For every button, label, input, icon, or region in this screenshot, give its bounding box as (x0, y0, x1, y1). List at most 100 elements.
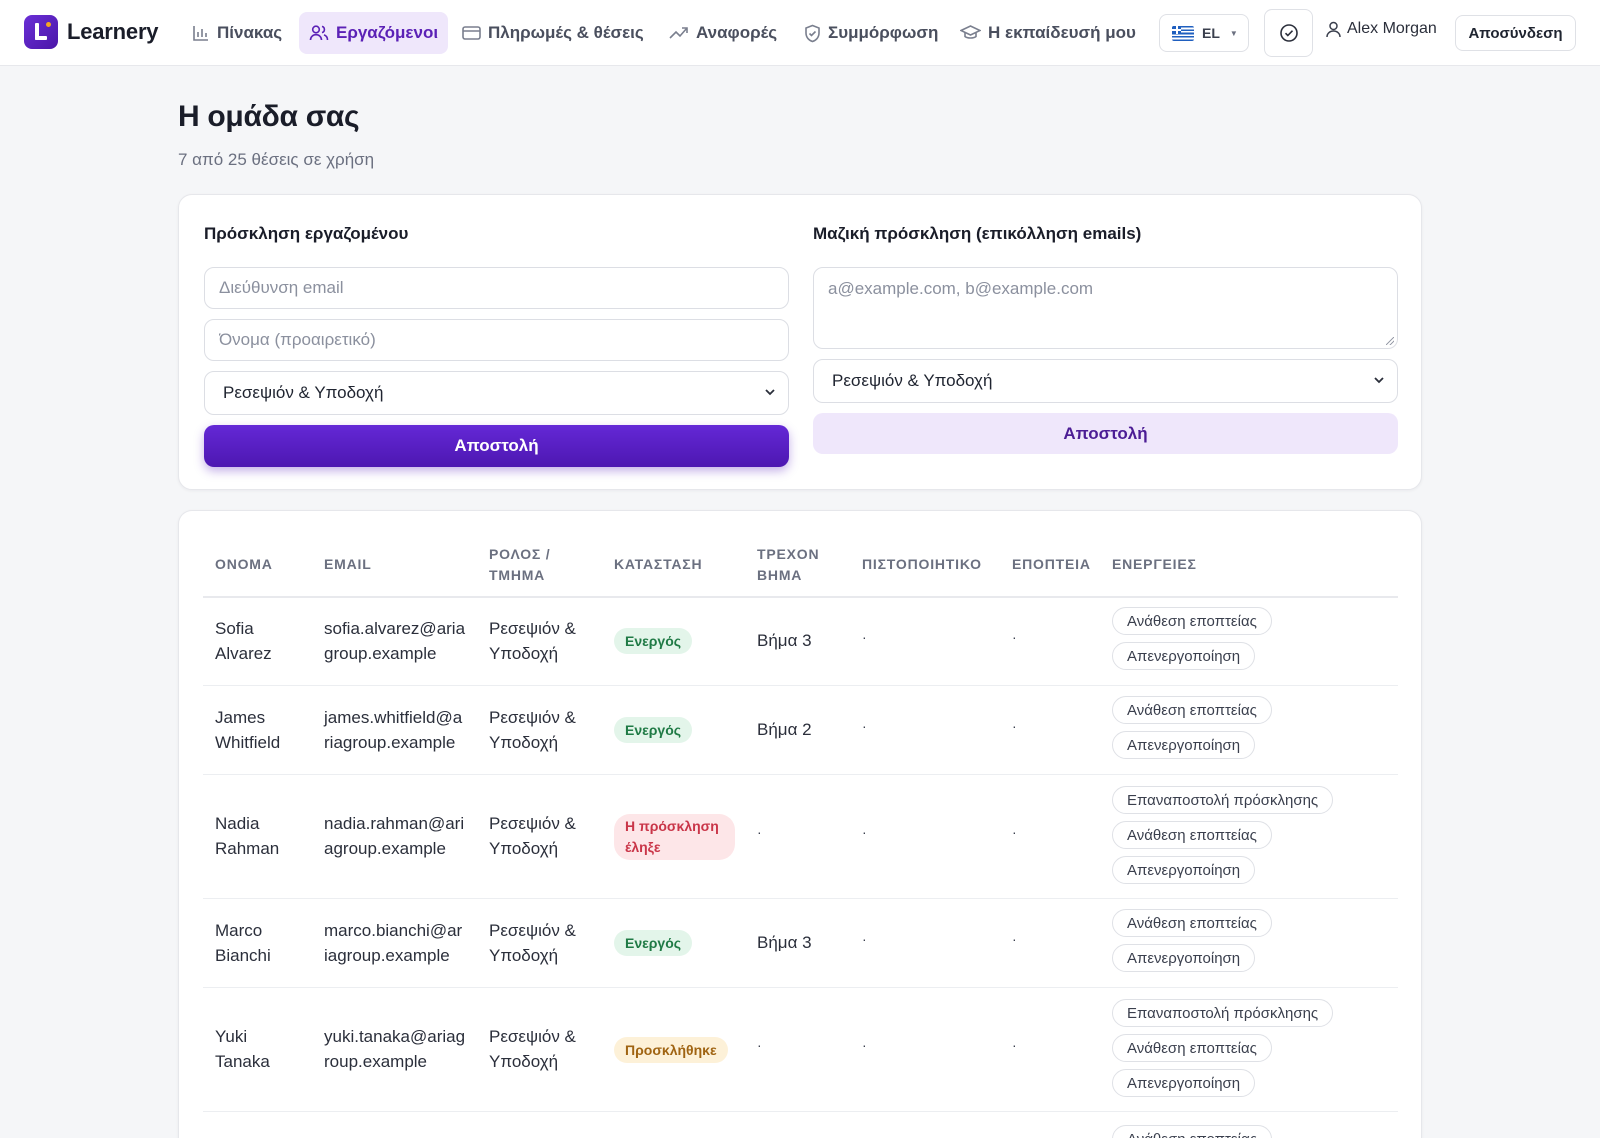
greek-flag-icon (1172, 25, 1194, 41)
nav-item-compliance[interactable]: Συμμόρφωση (794, 12, 948, 54)
current-step: Βήμα 3 (757, 933, 812, 952)
employee-email: nadia.rahman@ari agroup.example (324, 814, 465, 858)
nav-item-label: Πίνακας (217, 23, 283, 42)
status-badge: Ενεργός (614, 930, 693, 956)
supervision-value: · (1012, 629, 1017, 645)
nav-item-label: Εργαζόμενοι (336, 23, 439, 42)
deactivate-button[interactable]: Απενεργοποίηση (1112, 856, 1256, 884)
department-select-value: Ρεσεψιόν & Υποδοχή (223, 383, 384, 402)
supervision-value: · (1012, 718, 1017, 734)
assign-supervision-button[interactable]: Ανάθεση εποπτείας (1112, 1125, 1272, 1138)
logout-button[interactable]: Αποσύνδεση (1455, 15, 1576, 51)
nav-item-my-training[interactable]: Η εκπαίδευσή μου (950, 12, 1146, 54)
page-title: Η ομάδα σας (178, 100, 360, 133)
bulk-emails-wrapper (813, 267, 1398, 349)
row-divider (203, 1111, 1398, 1112)
column-header-certificate[interactable]: ΠΙΣΤΟΠΟΙΗΤΙΚΟ (862, 556, 982, 572)
column-header-step-line: ΤΡΕΧΟΝ (757, 546, 820, 562)
nav-item-employees[interactable]: Εργαζόμενοι (299, 12, 449, 54)
current-step: · (757, 1037, 762, 1053)
email-field[interactable] (204, 267, 789, 309)
seats-usage-text: 7 από 25 θέσεις σε χρήση (178, 150, 375, 169)
bulk-emails-field[interactable] (813, 267, 1398, 349)
row-divider (203, 774, 1398, 775)
credit-card-icon (462, 26, 481, 40)
language-code: EL (1202, 25, 1220, 41)
employee-name: Yuki Tanaka (215, 1027, 270, 1071)
employee-email: marco.bianchi@ar iagroup.example (324, 921, 463, 965)
chevron-down-icon (1374, 377, 1384, 384)
department-select[interactable]: Ρεσεψιόν & Υποδοχή (204, 371, 789, 415)
certificate-value: · (862, 718, 867, 734)
nav-item-payments[interactable]: Πληρωμές & θέσεις (452, 12, 654, 54)
deactivate-button[interactable]: Απενεργοποίηση (1112, 642, 1256, 670)
column-header-name[interactable]: ΟΝΟΜΑ (215, 556, 273, 572)
assign-supervision-button[interactable]: Ανάθεση εποπτείας (1112, 1034, 1272, 1062)
nav-item-label: Η εκπαίδευσή μου (988, 23, 1136, 42)
column-header-actions: ΕΝΕΡΓΕΙΕΣ (1112, 556, 1197, 572)
department-select-value: Ρεσεψιόν & Υποδοχή (832, 371, 993, 390)
brand-name: Learnery (67, 19, 159, 44)
column-header-role-line: ΡΟΛΟΣ / (489, 546, 551, 562)
assign-supervision-button[interactable]: Ανάθεση εποπτείας (1112, 696, 1272, 724)
column-header-supervision[interactable]: ΕΠΟΠΤΕΙΑ (1012, 556, 1091, 572)
nav-item-dashboard[interactable]: Πίνακας (182, 12, 292, 54)
users-icon (309, 25, 329, 41)
current-step: Βήμα 2 (757, 720, 812, 739)
bulk-department-select[interactable]: Ρεσεψιόν & Υποδοχή (813, 359, 1398, 403)
brand[interactable]: Learnery (24, 15, 159, 49)
supervision-value: · (1012, 824, 1017, 840)
user-name: Alex Morgan (1347, 20, 1437, 37)
employee-name: James Whitfield (215, 708, 281, 752)
column-header-status[interactable]: ΚΑΤΑΣΤΑΣΗ (614, 556, 703, 572)
nav-item-label: Συμμόρφωση (828, 23, 939, 42)
certificate-value: · (862, 824, 867, 840)
column-header-role[interactable]: ΡΟΛΟΣ / ΤΜΗΜΑ (489, 544, 550, 586)
invite-card: Πρόσκληση εργαζομένου Ρεσεψιόν & Υποδοχή… (178, 194, 1422, 490)
language-selector[interactable]: EL ▼ (1159, 14, 1249, 52)
tasks-button[interactable] (1264, 9, 1313, 57)
column-header-email[interactable]: EMAIL (324, 556, 372, 572)
row-divider (203, 898, 1398, 899)
nav-item-reports[interactable]: Αναφορές (659, 12, 787, 54)
employee-email: sofia.alvarez@aria group.example (324, 619, 466, 663)
check-circle-icon (1279, 24, 1298, 42)
certificate-value: · (862, 629, 867, 645)
certificate-value: · (862, 931, 867, 947)
deactivate-button[interactable]: Απενεργοποίηση (1112, 944, 1256, 972)
chevron-down-icon (765, 389, 775, 396)
nav-item-label: Αναφορές (696, 23, 778, 42)
caret-down-icon: ▼ (1229, 28, 1238, 38)
deactivate-button[interactable]: Απενεργοποίηση (1112, 1069, 1256, 1097)
column-header-step-line: ΒΗΜΑ (757, 567, 803, 583)
employee-role: Ρεσεψιόν & Υποδοχή (489, 921, 576, 965)
employee-role: Ρεσεψιόν & Υποδοχή (489, 708, 576, 752)
column-header-current-step[interactable]: ΤΡΕΧΟΝ ΒΗΜΑ (757, 544, 819, 586)
single-invite-title: Πρόσκληση εργαζομένου (204, 224, 409, 243)
assign-supervision-button[interactable]: Ανάθεση εποπτείας (1112, 909, 1272, 937)
nav-item-label: Πληρωμές & θέσεις (488, 23, 644, 42)
resend-invite-button[interactable]: Επαναποστολή πρόσκλησης (1112, 999, 1334, 1027)
supervision-value: · (1012, 1037, 1017, 1053)
resend-invite-button[interactable]: Επαναποστολή πρόσκλησης (1112, 786, 1334, 814)
employee-name: Marco Bianchi (215, 921, 271, 965)
assign-supervision-button[interactable]: Ανάθεση εποπτείας (1112, 821, 1272, 849)
bar-chart-icon (193, 26, 208, 41)
status-badge: Ενεργός (614, 717, 693, 743)
deactivate-button[interactable]: Απενεργοποίηση (1112, 731, 1256, 759)
column-header-role-line: ΤΜΗΜΑ (489, 567, 546, 583)
row-divider (203, 685, 1398, 686)
name-field[interactable] (204, 319, 789, 361)
bulk-send-button[interactable]: Αποστολή (813, 413, 1398, 454)
assign-supervision-button[interactable]: Ανάθεση εποπτείας (1112, 607, 1272, 635)
current-step: Βήμα 3 (757, 631, 812, 650)
status-badge: Η πρόσκληση έληξε (614, 814, 735, 860)
user-menu[interactable]: Alex Morgan (1326, 20, 1437, 38)
employee-role: Ρεσεψιόν & Υποδοχή (489, 1027, 576, 1071)
graduation-cap-icon (960, 25, 981, 39)
resize-handle-icon[interactable] (1386, 337, 1394, 345)
user-icon (1326, 21, 1341, 37)
supervision-value: · (1012, 931, 1017, 947)
row-divider (203, 987, 1398, 988)
send-invite-button[interactable]: Αποστολή (204, 425, 789, 467)
